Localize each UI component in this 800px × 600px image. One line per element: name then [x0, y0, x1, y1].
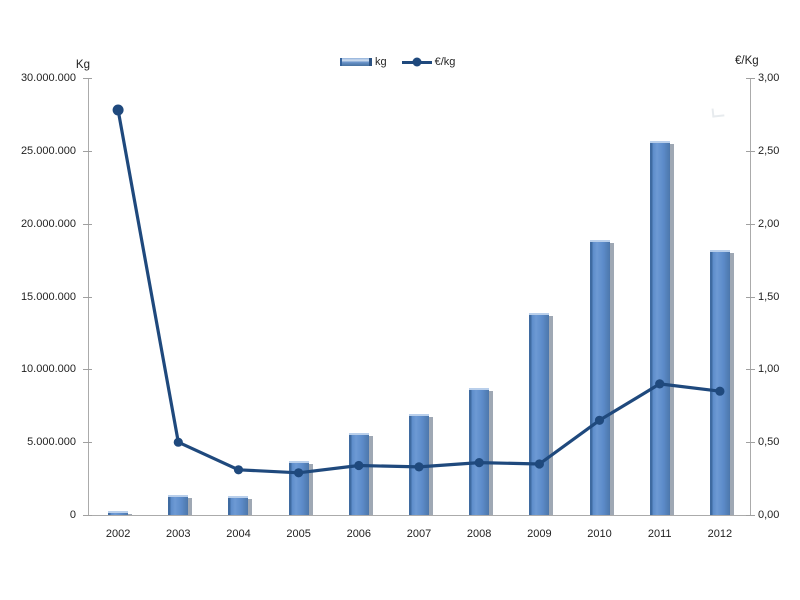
- left-axis-tick: [83, 369, 92, 371]
- bar-2011: [649, 141, 674, 515]
- bar-2005: [288, 461, 313, 515]
- left-axis-tick-label: 5.000.000: [27, 436, 76, 449]
- legend-item-kg: kg: [340, 56, 387, 68]
- x-axis-category-label: 2002: [105, 528, 131, 540]
- eur-per-kg-line: [116, 109, 721, 475]
- bar-2004: [228, 496, 253, 515]
- left-axis-tick: [83, 442, 92, 444]
- bar-shadow: [549, 316, 554, 515]
- left-axis-tick-label: 0: [69, 509, 76, 521]
- left-axis-tick-label: 15.000.000: [20, 290, 76, 303]
- bar-shadow: [669, 144, 674, 515]
- left-axis-tick-label: 25.000.000: [20, 144, 76, 157]
- x-axis-category-label: 2010: [587, 528, 612, 540]
- right-axis-tick-label: 0,50: [758, 436, 780, 449]
- bar-2008: [469, 388, 494, 515]
- right-axis-tick-label: 2,00: [758, 217, 780, 230]
- bar-shadow: [609, 243, 614, 515]
- bar-shadow: [128, 514, 133, 515]
- x-axis-category-label: 2003: [166, 528, 191, 540]
- right-axis-tick: [746, 223, 755, 225]
- right-axis-tick-label: 2,50: [758, 144, 780, 157]
- bar-body: [649, 141, 670, 515]
- right-axis-tick: [746, 369, 755, 371]
- eur-per-kg-marker: [534, 459, 545, 469]
- x-axis-category-label: 2008: [466, 528, 492, 540]
- legend-label-kg: kg: [375, 56, 387, 68]
- bar-body: [288, 461, 309, 515]
- eur-per-kg-marker: [414, 462, 424, 472]
- bar-2003: [168, 495, 193, 515]
- eur-per-kg-marker: [594, 415, 605, 425]
- x-axis-category-label: 2012: [707, 528, 733, 540]
- smudge-artifact: [711, 107, 725, 118]
- right-axis-tick: [746, 296, 755, 298]
- bar-body: [589, 240, 610, 515]
- eur-per-kg-marker: [354, 460, 364, 471]
- bar-shadow: [248, 499, 253, 515]
- left-axis-tick: [83, 150, 92, 152]
- eur-per-kg-marker: [112, 104, 124, 116]
- x-axis-category-label: 2004: [226, 528, 251, 540]
- bar-body: [168, 495, 189, 515]
- right-axis-tick-label: 3,00: [758, 72, 780, 84]
- bar-body: [469, 388, 490, 515]
- left-axis-tick-label: 10.000.000: [20, 363, 76, 376]
- legend-bar-swatch-icon: [340, 58, 372, 66]
- bar-shadow: [489, 391, 494, 515]
- bar-2002: [108, 511, 133, 515]
- bar-body: [228, 496, 249, 515]
- left-axis-tick: [83, 296, 92, 298]
- right-axis-tick: [746, 78, 755, 79]
- x-axis-category-label: 2011: [647, 528, 672, 540]
- left-axis-tick: [83, 515, 92, 516]
- right-axis-tick: [746, 150, 755, 152]
- left-axis-tick: [83, 78, 92, 79]
- left-axis-tick-label: 30.000.000: [20, 72, 76, 84]
- bar-shadow: [729, 253, 734, 515]
- bar-shadow: [308, 464, 313, 515]
- right-axis-title: €/Kg: [735, 55, 759, 67]
- eur-per-kg-marker: [655, 379, 665, 389]
- bar-body: [108, 511, 129, 515]
- right-axis-tick: [746, 442, 755, 444]
- bar-body: [348, 433, 369, 515]
- x-axis-category-label: 2005: [286, 528, 311, 540]
- left-axis-title: Kg: [75, 59, 90, 71]
- x-axis-category-label: 2007: [406, 528, 432, 540]
- left-axis-tick: [83, 223, 92, 225]
- bar-2006: [348, 433, 373, 515]
- right-axis-tick: [746, 515, 755, 516]
- x-axis: [88, 515, 750, 516]
- legend-line-marker-icon: [412, 57, 422, 67]
- x-axis-category-label: 2006: [346, 528, 372, 540]
- eur-per-kg-marker: [715, 386, 725, 396]
- eur-per-kg-marker: [474, 458, 484, 468]
- right-axis-tick-label: 1,00: [758, 363, 780, 376]
- right-axis-tick-label: 1,50: [758, 290, 780, 303]
- eur-per-kg-marker: [173, 437, 183, 447]
- legend-line-swatch-icon: [401, 57, 432, 67]
- bar-body: [709, 250, 730, 515]
- bar-2010: [589, 240, 614, 515]
- right-axis-tick-label: 0,00: [758, 509, 780, 521]
- chart-legend: kg €/kg: [340, 56, 455, 68]
- bar-2012: [709, 250, 734, 515]
- x-axis-category-label: 2009: [527, 528, 552, 540]
- eur-per-kg-marker: [233, 465, 244, 475]
- eur-per-kg-marker: [294, 468, 304, 478]
- legend-item-eur-per-kg: €/kg: [401, 56, 456, 68]
- bar-shadow: [368, 436, 373, 515]
- legend-label-eur-per-kg: €/kg: [434, 56, 456, 68]
- left-axis-tick-label: 20.000.000: [20, 217, 76, 230]
- bar-shadow: [188, 498, 193, 515]
